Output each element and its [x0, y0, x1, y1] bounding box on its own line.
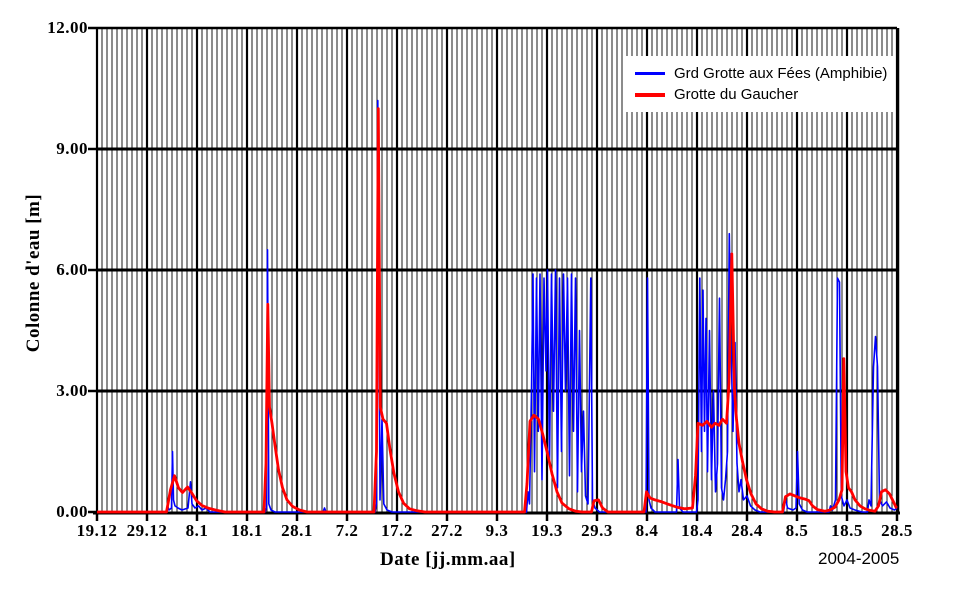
x-tick-label: 17.2 [381, 521, 413, 540]
legend-label: Grd Grotte aux Fées (Amphibie) [674, 65, 888, 82]
series-line-gaucher [97, 107, 898, 514]
x-tick-label: 18.4 [681, 521, 713, 540]
legend-item-gaucher: Grotte du Gaucher [635, 86, 895, 103]
x-tick-label: 19.12 [76, 521, 118, 540]
x-tick-label: 8.1 [185, 521, 209, 540]
x-tick-label: 18.5 [831, 521, 863, 540]
x-tick-label: 27.2 [431, 521, 463, 540]
x-tick-label: 19.3 [531, 521, 563, 540]
period-label: 2004-2005 [818, 549, 900, 568]
x-tick-label: 28.4 [731, 521, 763, 540]
y-tick-label: 9.00 [56, 139, 88, 158]
y-tick-label: 3.00 [56, 381, 88, 400]
x-tick-label: 28.5 [881, 521, 913, 540]
x-tick-label: 28.1 [281, 521, 313, 540]
x-axis-title: Date [jj.mm.aa] [380, 549, 516, 570]
x-tick-label: 8.5 [785, 521, 809, 540]
y-tick-label: 12.00 [47, 18, 88, 37]
x-tick-label: 8.4 [635, 521, 659, 540]
legend-label: Grotte du Gaucher [674, 86, 799, 103]
y-tick-label: 6.00 [56, 260, 88, 279]
y-axis-title: Colonne d'eau [m] [23, 193, 44, 353]
legend-line-swatch-red [635, 92, 665, 97]
x-tick-label: 9.3 [485, 521, 509, 540]
x-tick-label: 18.1 [231, 521, 263, 540]
x-tick-label: 29.3 [581, 521, 613, 540]
legend-line-swatch-blue [635, 72, 665, 75]
x-tick-label: 29.12 [126, 521, 168, 540]
legend: Grd Grotte aux Fées (Amphibie) Grotte du… [625, 56, 895, 112]
x-tick-label: 7.2 [335, 521, 359, 540]
legend-item-fees: Grd Grotte aux Fées (Amphibie) [635, 65, 895, 82]
y-tick-label: 0.00 [56, 502, 88, 521]
